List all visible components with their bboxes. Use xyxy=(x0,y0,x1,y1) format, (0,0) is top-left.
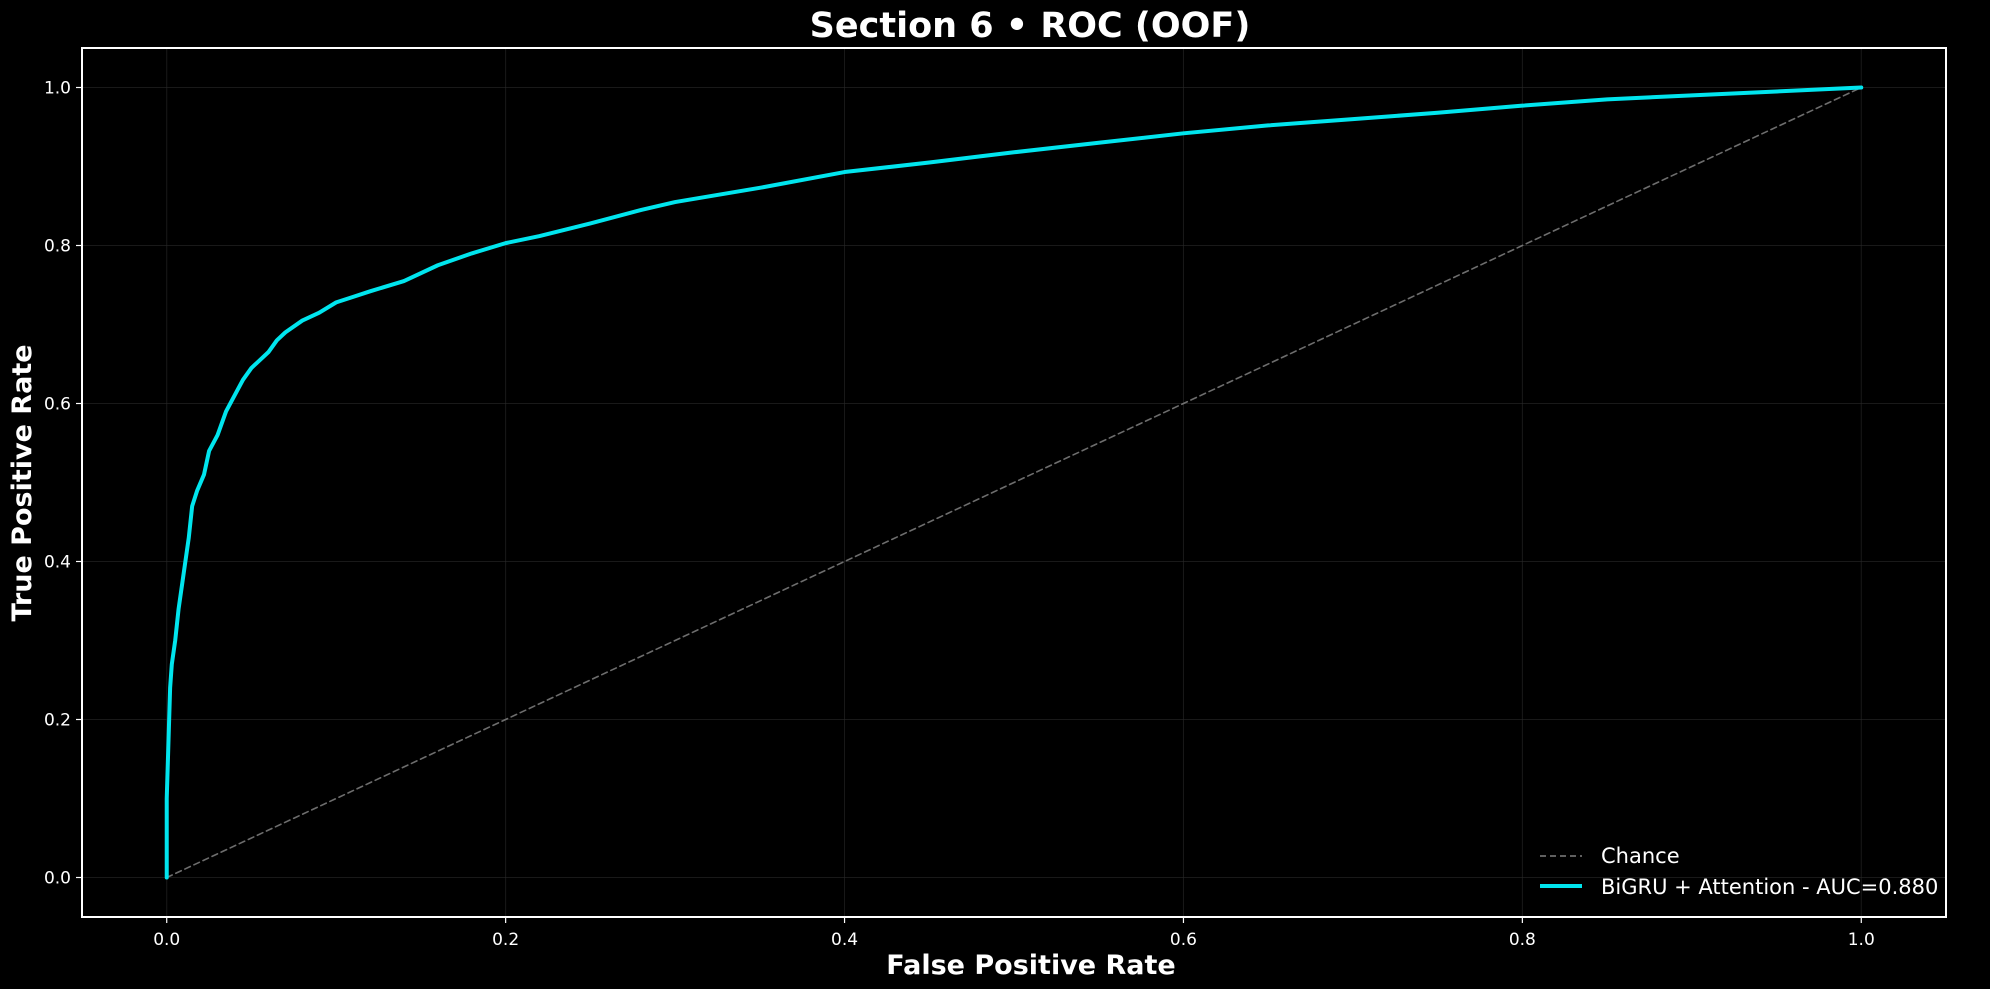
y-tick-label-3: 0.6 xyxy=(44,395,71,415)
x-tick-label-4: 0.8 xyxy=(1509,930,1536,950)
chance-line xyxy=(165,86,1863,879)
x-tick-label-5: 1.0 xyxy=(1848,930,1875,950)
legend-label-chance: Chance xyxy=(1601,844,1680,868)
legend-label-bigru: BiGRU + Attention - AUC=0.880 xyxy=(1601,875,1938,899)
x-tick-label-0: 0.0 xyxy=(153,930,180,950)
y-tick-label-0: 0.0 xyxy=(44,869,71,889)
axis-ticks: 0.0 0.2 0.4 0.6 0.8 1.0 0.0 0.2 0.4 0.6 0.8 1.0 xyxy=(44,79,1875,951)
x-tick-label-3: 0.6 xyxy=(1170,930,1197,950)
y-tick-label-1: 0.2 xyxy=(44,711,71,731)
legend: Chance BiGRU + Attention - AUC=0.880 xyxy=(1540,844,1938,899)
roc-curve xyxy=(164,85,1864,880)
y-tick-label-4: 0.8 xyxy=(44,237,71,257)
chart-title: Section 6 • ROC (OOF) xyxy=(810,6,1251,46)
y-tick-label-5: 1.0 xyxy=(44,79,71,99)
x-tick-label-1: 0.2 xyxy=(492,930,519,950)
grid xyxy=(82,48,1946,917)
y-axis-label: True Positive Rate xyxy=(7,344,38,621)
plot-frame xyxy=(81,47,1947,918)
x-axis-label: False Positive Rate xyxy=(886,950,1176,981)
x-tick-label-2: 0.4 xyxy=(831,930,858,950)
plot-series xyxy=(164,85,1864,880)
y-tick-label-2: 0.4 xyxy=(44,553,71,573)
